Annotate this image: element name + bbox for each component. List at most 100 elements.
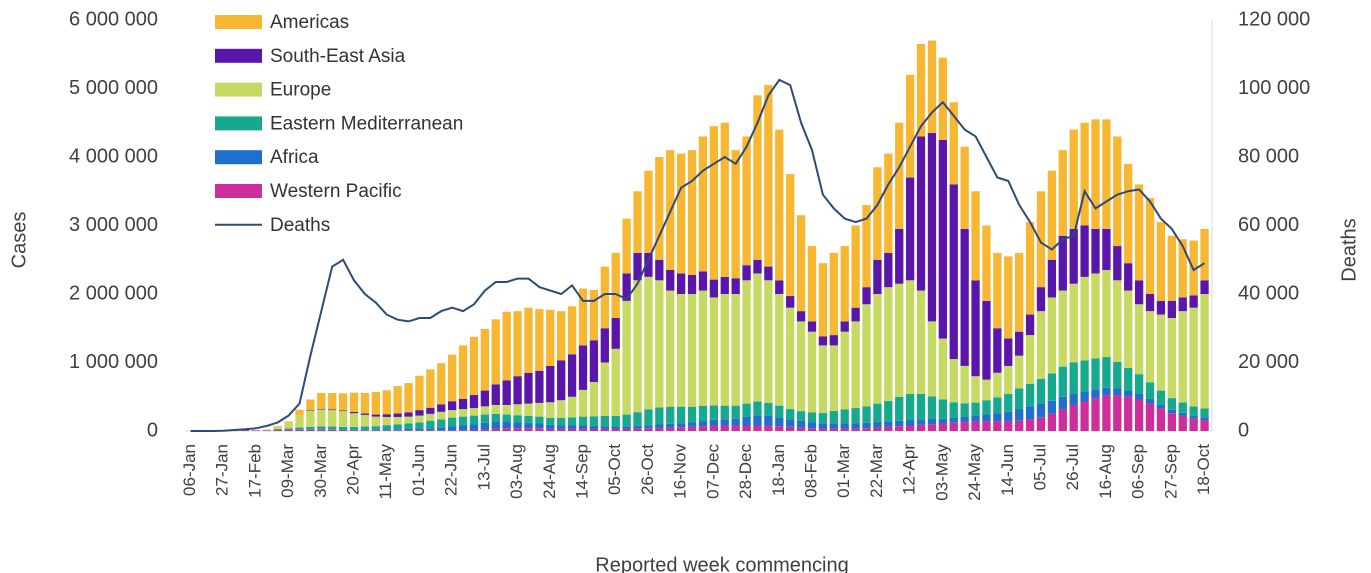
bar-segment [840,409,849,424]
bar-segment [426,428,435,431]
bar-segment [786,426,795,431]
bar-segment [960,416,969,423]
bar-segment [677,406,686,424]
x-tick-label: 03-May [932,444,951,501]
bar-segment [589,425,599,429]
bar-segment [480,422,490,430]
bar-segment [469,415,479,425]
bar-segment [1113,246,1122,281]
bar-segment [513,311,522,377]
bar-segment [709,405,718,420]
bar-segment [666,290,675,407]
bar-segment [458,345,468,399]
bar-segment [949,417,958,423]
bar-segment [938,139,947,339]
bar-segment [1004,421,1013,431]
bar-segment [426,430,435,431]
bar-segment [807,412,817,423]
bar-segment [818,336,828,346]
legend: Americas South-East Asia Europe Eastern Med… [215,12,463,236]
bar-segment [971,415,980,422]
bar-segment [1025,419,1035,431]
x-tick-label: 22-Jun [442,444,461,496]
bar-segment [895,122,904,229]
bar-segment [1124,263,1133,291]
bar-segment [437,404,446,412]
bar-segment [448,426,457,431]
bar-segment [513,415,522,423]
bar-segment [1178,311,1187,403]
bar-segment [1047,400,1057,414]
bar-segment [927,321,937,397]
bar-segment [1189,415,1198,419]
bar-segment [273,426,282,429]
bar-segment [1025,335,1035,384]
bar-segment [502,311,511,381]
bar-segment [698,421,708,427]
x-tick-label: 16-Nov [671,444,690,499]
bar-segment [349,430,359,431]
bar-segment [338,426,348,430]
legend-label: South-East Asia [270,46,406,67]
bar-segment [557,425,566,429]
bar-segment [415,375,424,411]
y-tick-label: 5 000 000 [69,77,158,99]
x-tick-label: 24-May [965,444,984,501]
y-tick-label: 1 000 000 [69,351,158,373]
bar-segment [567,306,577,355]
bar-segment [426,407,435,414]
bar-segment [295,409,304,416]
bar-segment [371,429,380,431]
bar-segment [338,429,348,431]
bar-segment [1047,170,1057,260]
bar-segment [687,150,697,275]
bar-segment [622,300,631,415]
bar-segment [535,416,544,424]
bar-segment [535,370,544,403]
bar-segment [1178,297,1187,312]
bar-segment [796,420,806,428]
bar-segment [938,57,947,140]
legend-label: Americas [270,12,349,33]
bar-segment [1004,338,1013,366]
bar-segment [448,430,457,431]
bar-segment [622,414,631,427]
bar-segment [1091,389,1100,399]
bar-segment [284,422,293,429]
bar-segment [818,428,828,431]
bar-segment [971,421,980,431]
bar-segment [371,414,380,417]
bar-segment [677,294,686,407]
bar-segment [1167,235,1176,301]
bar-segment [578,425,588,429]
bar-segment [1178,412,1187,416]
bar-segment [1156,404,1166,409]
bar-segment [927,40,937,134]
bar-segment [589,428,599,431]
bar-segment [600,415,609,427]
bar-segment [1113,361,1122,389]
bar-segment [317,408,326,410]
y2-tick-label: 120 000 [1238,8,1310,30]
bar-segment [437,430,446,431]
bar-segment [949,102,958,185]
bar-segment [502,414,511,422]
bar-segment [1124,390,1133,397]
bar-segment [491,404,500,414]
bar-segment [491,413,500,422]
bar-segment [796,321,806,412]
bar-segment [557,417,566,426]
bar-segment [829,345,838,411]
bar-segment [687,294,697,407]
bar-segment [1058,235,1067,291]
bar-segment [1200,408,1209,418]
bar-segment [655,157,664,260]
bar-segment [1036,403,1046,418]
bar-segment [764,425,773,431]
bar-segment [677,273,686,294]
bar-segment [1004,411,1013,422]
bar-segment [284,429,293,431]
bar-segment [317,392,326,409]
bar-segment [1015,388,1024,410]
bar-segment [1080,276,1089,361]
